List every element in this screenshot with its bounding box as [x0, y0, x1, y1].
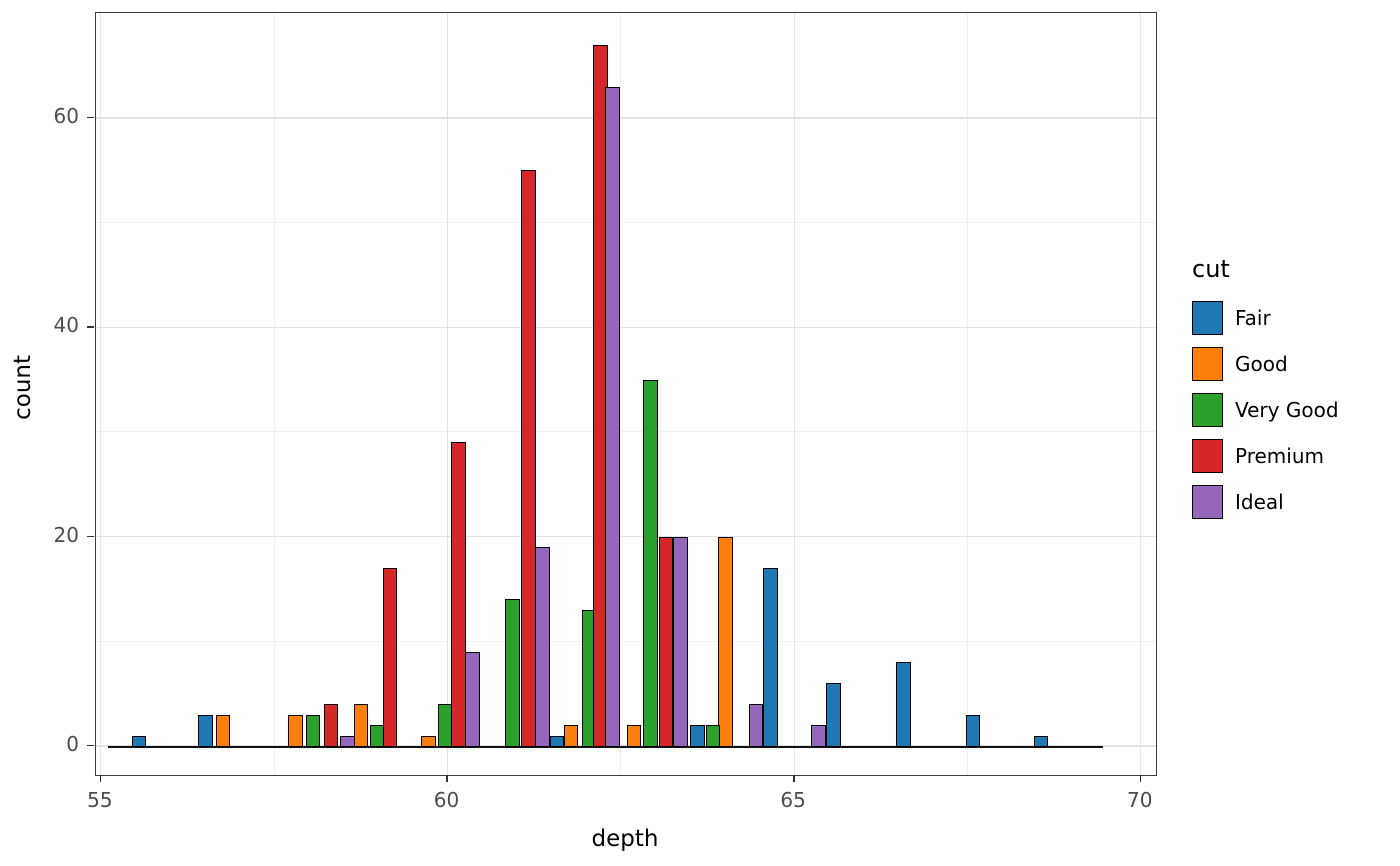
x-tick-mark: [793, 775, 795, 782]
x-tick-label: 55: [87, 788, 113, 812]
legend-label: Good: [1235, 352, 1288, 376]
bar-ideal: [811, 725, 826, 748]
x-tick-mark: [446, 775, 448, 782]
legend-key-swatch: [1192, 393, 1223, 427]
y-tick-mark: [87, 116, 94, 119]
x-major-gridline: [446, 13, 449, 775]
legend-entry: Good: [1192, 347, 1339, 381]
bar-good: [215, 714, 231, 748]
y-minor-gridline: [96, 222, 1156, 224]
y-axis-title: count: [10, 355, 36, 420]
x-major-gridline: [793, 13, 795, 775]
x-axis-title: depth: [591, 826, 659, 852]
y-major-gridline: [96, 745, 1156, 747]
legend-label: Premium: [1235, 444, 1324, 468]
y-minor-gridline: [96, 431, 1156, 433]
legend-key-swatch: [1192, 439, 1223, 473]
y-tick-label: 40: [53, 313, 79, 338]
y-tick-label: 60: [53, 103, 79, 128]
legend-key-swatch: [1192, 347, 1223, 381]
bar-fair: [896, 662, 911, 748]
x-major-gridline: [1140, 13, 1142, 775]
bar-ideal: [605, 86, 620, 748]
x-minor-gridline: [966, 13, 968, 775]
y-tick-mark: [87, 745, 94, 747]
x-tick-mark: [99, 775, 102, 782]
legend-key-swatch: [1192, 485, 1223, 519]
legend-key-swatch: [1192, 301, 1223, 335]
y-tick-label: 0: [66, 732, 79, 756]
bar-fair: [763, 568, 778, 748]
bar-premium: [451, 442, 466, 748]
bar-ideal: [535, 547, 550, 748]
bar-fair: [690, 725, 706, 748]
bar-fair: [1033, 735, 1049, 748]
x-major-gridline: [100, 13, 102, 775]
bar-ideal: [465, 651, 480, 748]
bar-very-good: [305, 714, 321, 748]
x-tick-label: 70: [1127, 788, 1153, 812]
legend-entry: Ideal: [1192, 485, 1339, 519]
bar-fair: [549, 735, 565, 748]
y-tick-mark: [87, 326, 94, 328]
legend-entry: Premium: [1192, 439, 1339, 473]
bar-premium: [323, 704, 339, 748]
legend-title: cut: [1192, 255, 1230, 283]
x-tick-label: 60: [433, 788, 460, 812]
y-minor-gridline: [96, 640, 1156, 642]
legend-label: Very Good: [1235, 398, 1339, 422]
x-tick-label: 65: [780, 788, 806, 812]
bar-fair: [965, 714, 981, 748]
x-tick-mark: [1139, 775, 1142, 782]
bar-good: [421, 735, 437, 748]
bar-ideal: [673, 536, 688, 748]
bar-very-good: [643, 379, 658, 748]
legend: cut Fair Good Very Good Premium Ideal: [1192, 255, 1339, 531]
bar-good: [288, 714, 303, 748]
legend-entries: Fair Good Very Good Premium Ideal: [1192, 301, 1339, 519]
bar-good: [563, 725, 579, 748]
bar-fair: [198, 714, 213, 748]
legend-label: Fair: [1235, 306, 1271, 330]
plot-panel: [95, 12, 1157, 776]
bar-fair: [131, 735, 147, 748]
y-major-gridline: [96, 536, 1156, 538]
bar-good: [718, 536, 733, 748]
bar-very-good: [705, 725, 721, 748]
y-major-gridline: [96, 117, 1156, 119]
legend-entry: Very Good: [1192, 393, 1339, 427]
y-major-gridline: [96, 326, 1156, 328]
y-tick-mark: [87, 535, 94, 538]
x-minor-gridline: [273, 13, 275, 775]
bar-good: [353, 704, 369, 748]
legend-entry: Fair: [1192, 301, 1339, 335]
bar-premium: [521, 170, 536, 748]
bar-very-good: [505, 599, 520, 748]
bar-ideal: [748, 704, 764, 748]
bar-good: [626, 725, 642, 748]
bar-fair: [826, 683, 841, 748]
y-tick-label: 20: [53, 522, 79, 547]
bar-premium: [382, 568, 398, 748]
bar-premium: [658, 536, 674, 748]
legend-label: Ideal: [1235, 490, 1284, 514]
bar-ideal: [340, 735, 355, 748]
x-minor-gridline: [620, 13, 622, 775]
